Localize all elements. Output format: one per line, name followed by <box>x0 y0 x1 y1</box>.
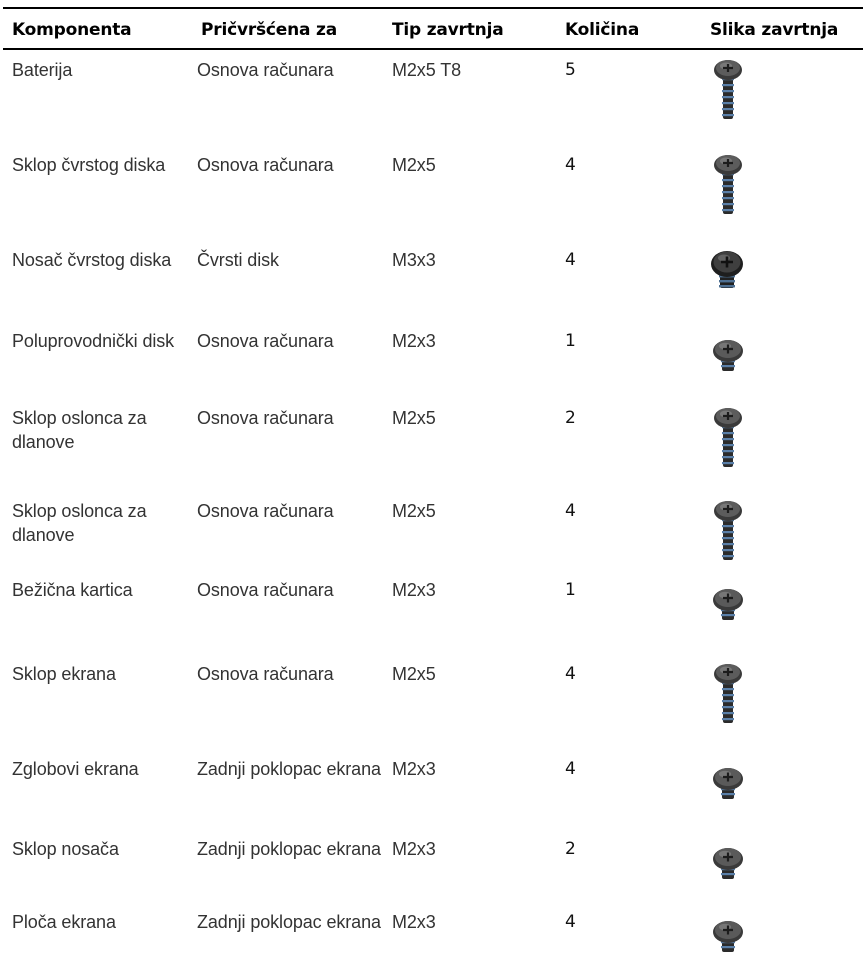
long-screw-icon <box>712 404 746 475</box>
cell-quantity: 4 <box>565 664 576 684</box>
cell-screw-type: M2x3 <box>392 759 436 779</box>
cell-attached-to: Osnova računara <box>197 664 334 684</box>
header-quantity: Količina <box>565 20 640 40</box>
cell-component: Baterija <box>12 60 73 80</box>
cell-quantity: 4 <box>565 155 576 175</box>
cell-component: Bežična kartica <box>12 580 133 600</box>
short-screw-icon <box>711 763 745 808</box>
wide-short-screw-icon <box>710 248 746 297</box>
cell-attached-to: Zadnji poklopac ekrana <box>197 759 381 779</box>
cell-attached-to: Osnova računara <box>197 580 334 600</box>
cell-quantity: 4 <box>565 759 576 779</box>
short-screw-icon <box>711 843 745 888</box>
cell-component: Sklop čvrstog diska <box>12 155 166 175</box>
cell-quantity: 4 <box>565 501 576 521</box>
cell-quantity: 2 <box>565 408 576 428</box>
cell-attached-to: Čvrsti disk <box>197 250 279 270</box>
cell-component: Sklop oslonca za dlanove <box>12 501 147 545</box>
cell-component: Sklop oslonca za dlanove <box>12 408 147 452</box>
cell-screw-type: M2x5 <box>392 408 436 428</box>
short-screw-icon <box>711 335 745 380</box>
cell-component: Sklop ekrana <box>12 664 116 684</box>
cell-attached-to: Osnova računara <box>197 331 334 351</box>
cell-screw-type: M2x5 <box>392 501 436 521</box>
header-bottom-rule <box>3 48 863 50</box>
cell-attached-to: Zadnji poklopac ekrana <box>197 912 381 932</box>
cell-component: Poluprovodnički disk <box>12 331 175 351</box>
cell-quantity: 5 <box>565 60 576 80</box>
cell-attached-to: Osnova računara <box>197 501 334 521</box>
cell-screw-type: M2x5 T8 <box>392 60 461 80</box>
cell-screw-type: M2x3 <box>392 331 436 351</box>
cell-attached-to: Zadnji poklopac ekrana <box>197 839 381 859</box>
cell-screw-type: M2x3 <box>392 839 436 859</box>
cell-screw-type: M2x3 <box>392 912 436 932</box>
cell-screw-type: M2x5 <box>392 155 436 175</box>
cell-component: Sklop nosača <box>12 839 119 859</box>
long-screw-icon <box>712 497 746 568</box>
cell-component: Zglobovi ekrana <box>12 759 139 779</box>
cell-attached-to: Osnova računara <box>197 60 334 80</box>
cell-quantity: 1 <box>565 580 576 600</box>
table-header-row: Komponenta Pričvršćena za Tip zavrtnja K… <box>3 9 863 48</box>
header-component: Komponenta <box>12 20 132 40</box>
long-screw-icon <box>712 660 746 731</box>
header-top-rule <box>3 7 863 9</box>
cell-screw-type: M2x5 <box>392 664 436 684</box>
cell-screw-type: M2x3 <box>392 580 436 600</box>
cell-quantity: 2 <box>565 839 576 859</box>
cell-attached-to: Osnova računara <box>197 155 334 175</box>
short-screw-icon <box>711 584 745 629</box>
cell-quantity: 1 <box>565 331 576 351</box>
cell-component: Nosač čvrstog diska <box>12 250 172 270</box>
cell-attached-to: Osnova računara <box>197 408 334 428</box>
long-screw-icon <box>712 151 746 222</box>
short-screw-icon <box>711 916 745 961</box>
header-screw-image: Slika zavrtnja <box>710 20 839 40</box>
cell-quantity: 4 <box>565 250 576 270</box>
header-attached-to: Pričvršćena za <box>201 20 337 40</box>
header-screw-type: Tip zavrtnja <box>392 20 504 40</box>
long-screw-icon <box>712 56 746 127</box>
cell-component: Ploča ekrana <box>12 912 116 932</box>
cell-screw-type: M3x3 <box>392 250 436 270</box>
cell-quantity: 4 <box>565 912 576 932</box>
